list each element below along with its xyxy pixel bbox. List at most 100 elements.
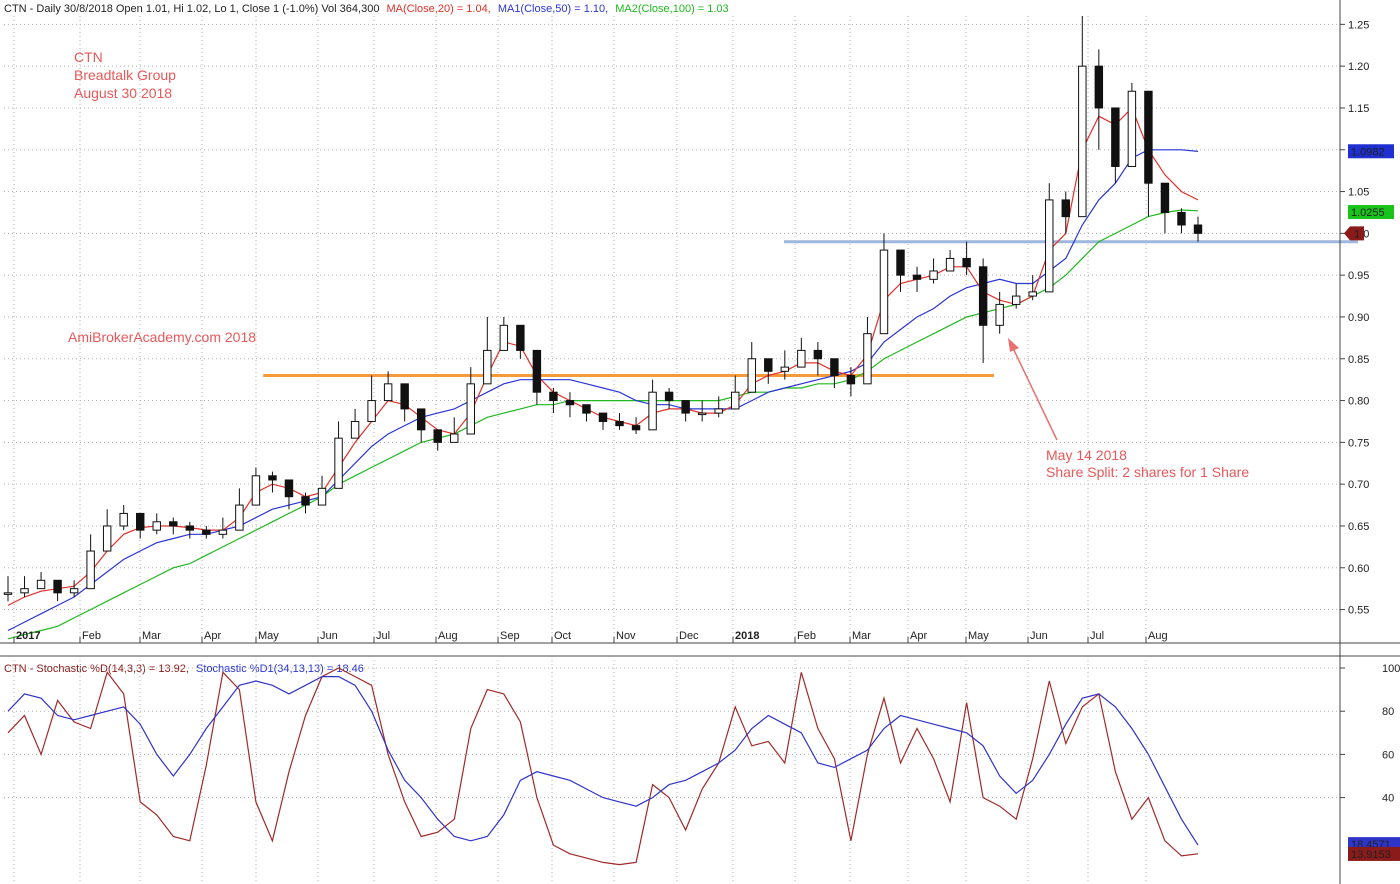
candle — [1193, 216, 1203, 242]
candle — [301, 492, 310, 514]
candle — [383, 371, 393, 402]
candle-body — [962, 257, 971, 268]
candle-body — [119, 512, 128, 527]
candle-body — [978, 266, 988, 326]
candle-body — [185, 525, 195, 531]
price-tick-label: 1.20 — [1348, 61, 1369, 73]
ticker-label: CTN — [74, 49, 103, 65]
candle-body — [36, 579, 46, 590]
candle — [119, 505, 128, 531]
candle-body — [433, 429, 442, 443]
month-tick-label: 2017 — [16, 630, 40, 642]
price-tick-label: 1.15 — [1348, 103, 1369, 115]
main-header-ma2: MA2(Close,100) = 1.03 — [615, 3, 728, 15]
candle-body — [631, 425, 641, 431]
candle-body — [846, 374, 856, 385]
candle — [681, 400, 690, 422]
candle-body — [1078, 65, 1087, 218]
badge-bg — [1348, 144, 1394, 159]
candle-body — [664, 391, 674, 402]
candle — [648, 379, 657, 431]
candle-body — [1045, 199, 1054, 293]
candle — [235, 488, 244, 531]
stoch-tick-label: 100 — [1382, 663, 1400, 675]
stoch-header: CTN - Stochastic %D(14,3,3) = 13.92, Sto… — [4, 663, 364, 675]
candle — [664, 388, 674, 409]
candle — [797, 337, 806, 368]
candle — [1177, 208, 1186, 234]
candle-body — [863, 333, 872, 385]
stoch-tick-label: 60 — [1382, 749, 1394, 761]
candle-body — [483, 349, 492, 385]
candle — [400, 383, 409, 422]
candle-body — [648, 391, 657, 431]
price-tick-label: 0.75 — [1348, 437, 1369, 449]
candle-body — [582, 404, 591, 414]
candle-body — [350, 420, 360, 439]
level-lines — [263, 240, 1358, 377]
candle — [929, 258, 938, 284]
candle — [1160, 182, 1170, 234]
month-tick-label: Mar — [142, 630, 161, 642]
candle — [367, 375, 376, 422]
candle — [846, 367, 856, 397]
candle-body — [879, 249, 889, 335]
price-tick-label: 0.90 — [1348, 312, 1369, 324]
candle — [3, 576, 13, 602]
candle — [185, 521, 195, 539]
candle-body — [516, 324, 525, 351]
stoch-d-line — [7, 667, 1199, 866]
candle-body — [731, 391, 740, 410]
month-tick-label: Jul — [376, 630, 390, 642]
candle-body — [218, 529, 228, 535]
candle — [962, 241, 971, 276]
badge-bg — [1344, 226, 1364, 241]
candle — [334, 421, 343, 489]
candle — [251, 467, 261, 506]
price-tick-label: 0.60 — [1348, 563, 1369, 575]
candle-body — [1127, 90, 1137, 167]
candle — [169, 517, 178, 535]
candle — [268, 471, 277, 493]
candle-body — [797, 349, 806, 368]
candle — [1144, 90, 1153, 217]
candle — [598, 412, 608, 430]
candle-body — [532, 349, 542, 393]
ma50-line — [7, 149, 1199, 632]
candle — [152, 513, 161, 535]
candle — [483, 316, 492, 385]
main-header-title: CTN - Daily 30/8/2018 Open 1.01, Hi 1.02… — [4, 3, 379, 15]
price-tick-label: 0.95 — [1348, 270, 1369, 282]
candle-body — [86, 550, 95, 590]
candle — [86, 534, 95, 590]
candle-body — [598, 412, 608, 422]
month-tick-label: May — [258, 630, 279, 642]
candle-body — [202, 529, 211, 535]
candle-body — [697, 412, 707, 416]
candle — [36, 571, 46, 590]
candle-body — [929, 270, 938, 280]
candle — [978, 258, 988, 363]
candle — [516, 324, 525, 359]
candle-body — [995, 303, 1004, 326]
badge-label: 13.9153 — [1351, 849, 1391, 861]
candle — [433, 429, 442, 451]
candle-body — [499, 324, 509, 351]
candle-body — [416, 408, 426, 431]
candle-body — [169, 521, 178, 527]
split-date-label: May 14 2018 — [1046, 447, 1127, 463]
candle — [466, 367, 475, 435]
month-tick-label: Jul — [1090, 630, 1104, 642]
candle-body — [1144, 90, 1153, 184]
month-tick-label: Oct — [554, 630, 571, 642]
price-tick-label: 0.85 — [1348, 354, 1369, 366]
stoch-tick-label: 40 — [1382, 793, 1394, 805]
main-header: CTN - Daily 30/8/2018 Open 1.01, Hi 1.02… — [4, 3, 729, 15]
candle — [102, 509, 112, 552]
candle-body — [549, 391, 558, 402]
candle-body — [1061, 199, 1070, 218]
candle — [218, 517, 228, 539]
candle — [631, 417, 641, 434]
